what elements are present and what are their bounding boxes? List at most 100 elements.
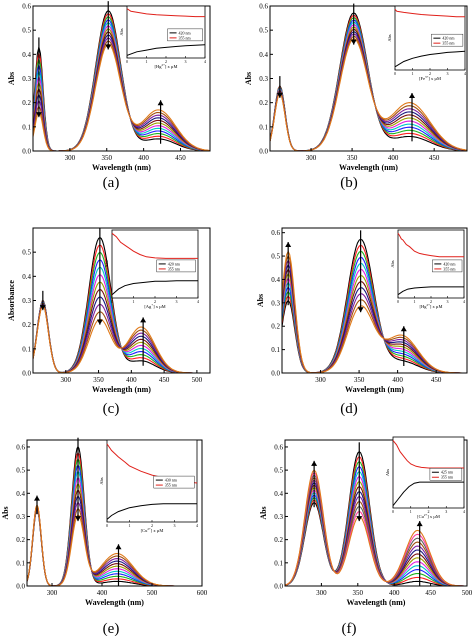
- x-tick-label: 350: [354, 376, 365, 384]
- arrow-head: [350, 39, 357, 45]
- y-tick-label: 0.5: [22, 249, 31, 257]
- x-tick-label: 450: [159, 376, 170, 384]
- y-tick-label: 0.1: [259, 123, 268, 131]
- inset-x-tick-label: 3: [445, 509, 447, 514]
- inset-x-axis-label: [Cu2+] x µM: [417, 513, 440, 519]
- y-tick-label: 0.6: [22, 3, 31, 11]
- inset-x-axis-label: [Hg2+] x µM: [155, 63, 178, 69]
- y-tick-label: 0.5: [271, 253, 280, 261]
- inset-x-tick-label: 1: [412, 71, 414, 76]
- legend-label: 420 nm: [168, 261, 181, 266]
- spectrum-line: [33, 305, 210, 373]
- y-axis-label: Abs: [244, 72, 253, 85]
- x-tick-label: 300: [306, 154, 317, 162]
- y-tick-label: 0.0: [22, 370, 31, 378]
- inset-series-0: [392, 481, 464, 507]
- y-tick-label: 0.4: [274, 490, 283, 498]
- inset-x-tick-label: 3: [447, 71, 449, 76]
- x-tick-label: 600: [197, 589, 208, 597]
- arrow-head: [115, 544, 122, 550]
- arrow-head: [409, 93, 416, 98]
- inset-y-axis-label: Abs: [119, 28, 124, 35]
- y-tick-label: 0.2: [274, 536, 283, 544]
- inset-x-tick-label: 0: [397, 299, 399, 304]
- arrow-head: [39, 305, 46, 311]
- y-tick-label: 0.2: [16, 536, 25, 544]
- inset-x-tick-label: 1: [410, 509, 412, 514]
- x-tick-label: 300: [65, 154, 76, 162]
- y-tick-label: 0.1: [22, 345, 31, 353]
- inset-x-tick-label: 4: [463, 509, 465, 514]
- inset-x-tick-label: 2: [428, 509, 430, 514]
- x-tick-label: 450: [431, 376, 442, 384]
- panel-a: 300 350 400 450 0.0 0.1 0.2 0.3 0.4 0.5 0.6 Wavelen…: [7, 1, 211, 172]
- y-tick-label: 0.3: [22, 75, 31, 83]
- panel-c: 300 350 400 450 500 0.0 0.1 0.2 0.3 0.4 0.5 Wavelen…: [7, 227, 211, 394]
- arrow-head: [285, 242, 292, 248]
- y-tick-label: 0.2: [22, 321, 31, 329]
- panel-b: 300 350 400 450 0.0 0.1 0.2 0.3 0.4 0.5 0.6 Wavelen…: [244, 3, 468, 172]
- panel-e: 300 400 500 600 0.0 0.1 0.2 0.3 0.4 0.5 0.6 Wavelen…: [1, 437, 208, 607]
- inset-x-tick-label: 2: [154, 299, 156, 304]
- legend-label: 355 nm: [442, 41, 455, 46]
- inset-x-tick-label: 3: [176, 299, 178, 304]
- inset-series-1: [126, 8, 205, 18]
- legend-label: 355 nm: [168, 266, 181, 271]
- x-tick-label: 400: [388, 154, 399, 162]
- inset-series-1: [397, 233, 464, 258]
- panel-f: 300 350 400 450 500 0.0 0.1 0.2 0.3 0.4 0.5 0.6 Wave…: [259, 436, 473, 607]
- caption-f: (f): [342, 621, 357, 636]
- y-tick-label: 0.2: [22, 99, 31, 107]
- y-tick-label: 0.1: [22, 123, 31, 131]
- x-tick-label: 450: [175, 154, 186, 162]
- x-tick-label: 450: [425, 589, 436, 597]
- arrow-head: [311, 460, 318, 466]
- y-tick-label: 0.4: [22, 51, 31, 59]
- x-axis-label: Wavelength (nm): [339, 163, 398, 172]
- y-tick-label: 0.3: [259, 75, 268, 83]
- inset-x-tick-label: 4: [196, 523, 198, 528]
- y-tick-label: 0.4: [22, 273, 31, 281]
- arrow-head: [75, 516, 81, 522]
- legend-label: 355 nm: [179, 35, 192, 40]
- x-tick-label: 300: [61, 376, 72, 384]
- inset-x-tick-label: 3: [447, 299, 449, 304]
- inset-y-axis-label: Abs: [99, 477, 104, 484]
- spectrum-line: [33, 296, 210, 373]
- x-tick-label: 300: [47, 589, 58, 597]
- inset-x-tick-label: 4: [463, 299, 465, 304]
- y-axis-label: Abs: [259, 506, 268, 519]
- arrow-head: [356, 516, 363, 522]
- inset-y-axis-label: Abs: [104, 260, 109, 267]
- y-tick-label: 0.5: [16, 467, 25, 475]
- spectrum-line: [33, 303, 210, 373]
- x-tick-label: 350: [102, 154, 113, 162]
- y-tick-label: 0.5: [259, 27, 268, 35]
- inset-x-tick-label: 1: [146, 59, 148, 64]
- y-axis-label: Absorbance: [7, 280, 16, 321]
- x-axis-label: Wavelength (nm): [347, 598, 406, 607]
- y-tick-label: 0.1: [271, 346, 280, 354]
- spectrum-line: [33, 43, 210, 151]
- inset-x-tick-label: 3: [185, 59, 187, 64]
- y-tick-label: 0.3: [22, 297, 31, 305]
- legend-label: 425 nm: [441, 470, 454, 475]
- inset-x-tick-label: 4: [197, 299, 199, 304]
- inset-x-tick-label: 2: [165, 59, 167, 64]
- y-tick-label: 0.5: [274, 467, 283, 475]
- panel-d: 300 350 400 450 0.0 0.1 0.2 0.3 0.4 0.5 0.6 Wavelen…: [256, 227, 468, 394]
- legend-label: 420 nm: [179, 30, 192, 35]
- inset-x-axis-label: [Cu2+] x µM: [141, 527, 164, 533]
- y-tick-label: 0.6: [259, 3, 268, 11]
- legend-label: 420 nm: [442, 36, 455, 41]
- arrow-head: [157, 100, 164, 106]
- inset-x-axis-label: [Hg2+] x µM: [420, 303, 443, 309]
- inset-y-axis-label: Abs: [387, 34, 392, 41]
- caption-c: (c): [103, 401, 120, 417]
- y-tick-label: 0.2: [259, 99, 268, 107]
- y-tick-label: 0.3: [16, 513, 25, 521]
- arrow-head: [400, 326, 407, 332]
- y-tick-label: 0.6: [271, 229, 280, 237]
